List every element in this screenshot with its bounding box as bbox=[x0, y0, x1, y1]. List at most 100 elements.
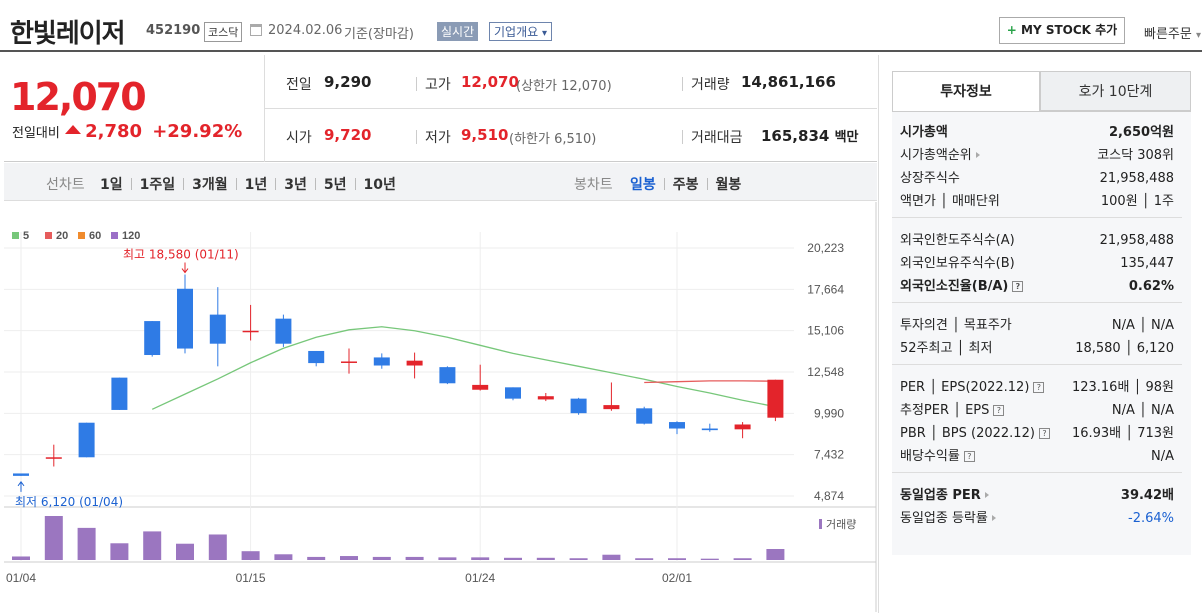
help-icon[interactable]: ? bbox=[993, 405, 1005, 416]
info-row[interactable]: 동일업종 PER 39.42배 bbox=[892, 485, 1182, 507]
volume-bar bbox=[176, 543, 194, 560]
y-tick-label: 9,990 bbox=[814, 406, 844, 420]
volume-bar bbox=[340, 556, 358, 560]
candle-body bbox=[275, 318, 292, 344]
plus-icon: + bbox=[1006, 23, 1017, 37]
period-candle-0[interactable]: 일봉 bbox=[630, 177, 656, 193]
divider bbox=[130, 178, 132, 190]
volume-bar bbox=[668, 558, 686, 560]
candle-body bbox=[308, 350, 325, 364]
amount-unit: 백만 bbox=[834, 130, 859, 145]
volume-bar bbox=[44, 516, 63, 560]
period-candle-1[interactable]: 주봉 bbox=[672, 177, 699, 193]
period-line-1[interactable]: 1주일 bbox=[139, 177, 176, 193]
x-tick-label: 01/24 bbox=[465, 571, 495, 585]
period-line-2[interactable]: 3개월 bbox=[192, 177, 228, 193]
info-label: 시가총액 bbox=[900, 125, 948, 140]
candle-body bbox=[439, 367, 456, 384]
candle-chart-label: 봉차트 bbox=[574, 177, 613, 193]
divider bbox=[354, 178, 356, 190]
low-arrowhead-icon bbox=[17, 481, 25, 487]
period-line-6[interactable]: 10년 bbox=[363, 177, 396, 193]
prev-close-value: 9,290 bbox=[324, 73, 372, 91]
change-percent: +29.92% bbox=[152, 121, 243, 142]
info-label: PER │ EPS(2022.12)? bbox=[900, 377, 1045, 399]
stock-code: 452190 bbox=[146, 23, 201, 38]
period-candle-2[interactable]: 월봉 bbox=[715, 177, 742, 193]
chevron-down-icon: ▾ bbox=[1195, 30, 1202, 41]
company-overview-button[interactable]: 기업개요 ▾ bbox=[489, 22, 553, 41]
candle-body bbox=[406, 360, 423, 366]
info-row: 배당수익률? N/A bbox=[892, 446, 1182, 468]
help-icon[interactable]: ? bbox=[1012, 281, 1024, 292]
info-label: 외국인보유주식수(B) bbox=[900, 256, 1015, 271]
line-chart-label: 선차트 bbox=[46, 177, 85, 193]
help-icon[interactable]: ? bbox=[1033, 382, 1045, 393]
candle-body bbox=[144, 321, 161, 356]
info-label: PBR │ BPS (2022.12)? bbox=[900, 423, 1050, 445]
volume-bar bbox=[602, 554, 621, 560]
volume-bar bbox=[700, 558, 719, 560]
volume-bar bbox=[733, 558, 752, 560]
price-summary: 12,070 전일대비 2,780 +29.92% 전일 9,290 고가 12… bbox=[4, 55, 877, 162]
current-price: 12,070 bbox=[10, 75, 147, 119]
realtime-button[interactable]: 실시간 bbox=[437, 22, 479, 41]
help-icon[interactable]: ? bbox=[963, 451, 975, 462]
legend-label-ma5: 5 bbox=[23, 230, 29, 242]
volume-bar bbox=[77, 527, 96, 560]
info-value: 21,958,488 bbox=[1099, 171, 1174, 186]
divider bbox=[892, 364, 1182, 365]
info-value: 18,580 │ 6,120 bbox=[1075, 341, 1174, 356]
divider bbox=[892, 472, 1182, 473]
info-label: 외국인한도주식수(A) bbox=[900, 233, 1015, 248]
period-line-3[interactable]: 1년 bbox=[244, 177, 268, 193]
tab-orderbook[interactable]: 호가 10단계 bbox=[1040, 71, 1191, 111]
mystock-button[interactable]: + MY STOCK 추가 bbox=[999, 17, 1125, 44]
candle-body bbox=[78, 422, 95, 458]
legend-label-ma20: 20 bbox=[56, 230, 68, 242]
volume-bar bbox=[471, 557, 490, 560]
info-row[interactable]: 시가총액순위 코스닥 308위 bbox=[892, 145, 1182, 167]
candle-body bbox=[537, 396, 554, 400]
calendar-icon bbox=[250, 24, 262, 36]
info-value: N/A │ N/A bbox=[1111, 318, 1174, 333]
info-row[interactable]: 동일업종 등락률 -2.64% bbox=[892, 508, 1182, 530]
volume-bar bbox=[766, 549, 785, 560]
period-line-4[interactable]: 3년 bbox=[284, 177, 307, 193]
candle-body bbox=[242, 330, 259, 333]
chevron-right-icon bbox=[991, 515, 996, 521]
quick-order-button[interactable]: 빠른주문 ▾ bbox=[1144, 23, 1201, 42]
tab-investment-info[interactable]: 투자정보 bbox=[892, 71, 1040, 111]
legend-swatch-ma20 bbox=[45, 232, 52, 239]
info-value: 0.62% bbox=[1128, 279, 1174, 294]
chevron-down-icon: ▾ bbox=[542, 28, 548, 39]
divider bbox=[682, 77, 683, 91]
period-toolbar: 선차트 1일 1주일 3개월 1년 3년 5년 10년 봉차트 일봉 주봉 월봉 bbox=[4, 163, 877, 201]
info-row: PER │ EPS(2022.12)? 123.16배 │ 98원 bbox=[892, 377, 1182, 399]
basis-text: 기준(장마감) bbox=[344, 27, 414, 42]
x-tick-label: 01/04 bbox=[6, 571, 36, 585]
info-row: 투자의견 │ 목표주가 N/A │ N/A bbox=[892, 315, 1182, 337]
divider bbox=[264, 55, 265, 162]
legend-swatch-volume bbox=[819, 519, 822, 529]
candle-body bbox=[13, 473, 29, 476]
candle-body bbox=[45, 457, 62, 459]
period-line-5[interactable]: 5년 bbox=[323, 177, 347, 193]
candle-body bbox=[209, 314, 226, 344]
high-arrowhead-icon bbox=[181, 268, 189, 274]
volume-bar bbox=[12, 556, 30, 560]
volume-bar bbox=[438, 557, 457, 560]
volume-bar bbox=[208, 534, 227, 560]
help-icon[interactable]: ? bbox=[1038, 428, 1050, 439]
volume-bar bbox=[241, 551, 260, 560]
date-text: 2024.02.06 bbox=[268, 23, 343, 38]
period-line-0[interactable]: 1일 bbox=[100, 177, 123, 193]
price-change-row: 전일대비 2,780 +29.92% bbox=[12, 121, 242, 142]
info-value: 135,447 bbox=[1120, 256, 1174, 271]
divider bbox=[416, 77, 417, 91]
high-label: 고가 bbox=[425, 77, 451, 93]
info-row: 외국인소진율(B/A)? 0.62% bbox=[892, 276, 1182, 298]
volume-bar bbox=[307, 556, 326, 560]
info-label: 시가총액순위 bbox=[900, 145, 980, 167]
divider bbox=[663, 178, 665, 190]
